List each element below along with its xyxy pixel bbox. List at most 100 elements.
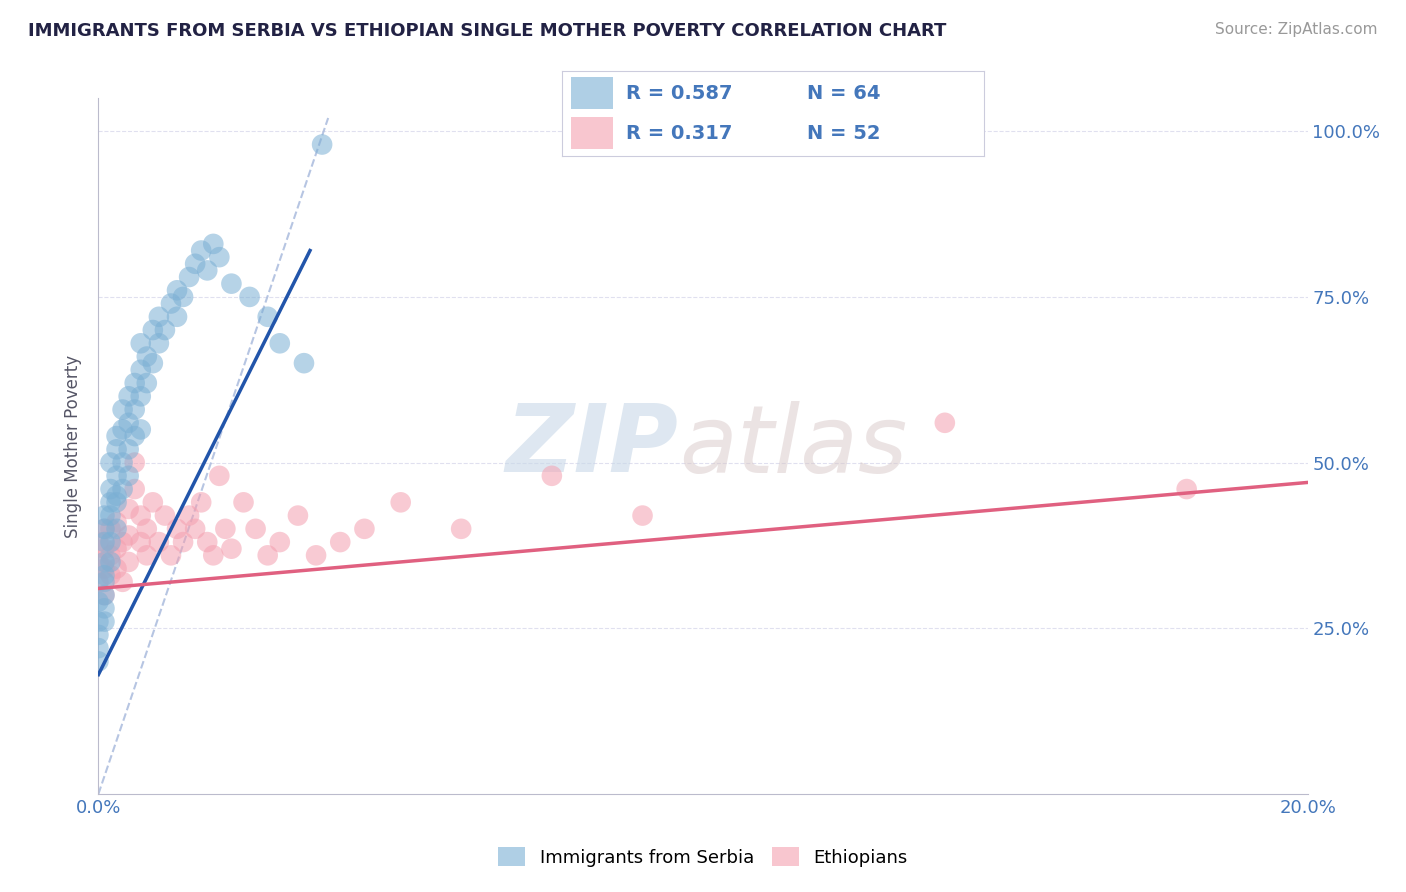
Point bbox=[148, 535, 170, 549]
Point bbox=[118, 416, 141, 430]
Point bbox=[93, 601, 115, 615]
Point bbox=[287, 508, 309, 523]
Text: N = 64: N = 64 bbox=[807, 84, 880, 103]
Point bbox=[179, 508, 201, 523]
Point bbox=[93, 561, 115, 575]
Bar bbox=[571, 78, 613, 110]
Point bbox=[389, 495, 412, 509]
Point bbox=[311, 137, 333, 152]
Point bbox=[190, 244, 212, 258]
Point bbox=[124, 456, 146, 470]
Point bbox=[118, 502, 141, 516]
Text: ZIP: ZIP bbox=[506, 400, 679, 492]
Point bbox=[135, 549, 157, 563]
Point bbox=[87, 555, 110, 569]
Point bbox=[148, 310, 170, 324]
Point bbox=[105, 489, 128, 503]
Point bbox=[292, 356, 315, 370]
Point bbox=[87, 628, 110, 642]
Text: R = 0.587: R = 0.587 bbox=[626, 84, 733, 103]
Bar bbox=[571, 117, 613, 149]
Point bbox=[93, 574, 115, 589]
Point bbox=[105, 541, 128, 556]
Point bbox=[221, 541, 243, 556]
Text: R = 0.317: R = 0.317 bbox=[626, 124, 733, 143]
Point bbox=[148, 336, 170, 351]
Point bbox=[111, 422, 134, 436]
Point bbox=[100, 456, 122, 470]
Text: atlas: atlas bbox=[679, 401, 907, 491]
Point bbox=[160, 296, 183, 310]
Point bbox=[124, 376, 146, 390]
Point bbox=[93, 541, 115, 556]
Point bbox=[269, 336, 291, 351]
Point bbox=[166, 522, 188, 536]
Point bbox=[631, 508, 654, 523]
Point bbox=[129, 336, 152, 351]
Point bbox=[202, 236, 225, 251]
Point bbox=[142, 323, 165, 337]
Point bbox=[93, 588, 115, 602]
Point bbox=[129, 363, 152, 377]
Legend: Immigrants from Serbia, Ethiopians: Immigrants from Serbia, Ethiopians bbox=[491, 840, 915, 874]
Point bbox=[239, 290, 262, 304]
Point bbox=[100, 495, 122, 509]
Point bbox=[179, 270, 201, 285]
Point bbox=[87, 574, 110, 589]
Point bbox=[111, 482, 134, 496]
Point bbox=[87, 615, 110, 629]
Point bbox=[232, 495, 254, 509]
Point bbox=[142, 356, 165, 370]
Point bbox=[87, 535, 110, 549]
Point bbox=[934, 416, 956, 430]
Point bbox=[172, 535, 194, 549]
Point bbox=[100, 522, 122, 536]
Point bbox=[135, 522, 157, 536]
Point bbox=[100, 482, 122, 496]
Point bbox=[93, 522, 115, 536]
Point bbox=[124, 402, 146, 417]
Point bbox=[269, 535, 291, 549]
Point bbox=[87, 641, 110, 656]
Point bbox=[256, 310, 278, 324]
Point bbox=[195, 263, 218, 277]
Point bbox=[214, 522, 236, 536]
Point bbox=[118, 442, 141, 457]
Point bbox=[129, 422, 152, 436]
Text: IMMIGRANTS FROM SERBIA VS ETHIOPIAN SINGLE MOTHER POVERTY CORRELATION CHART: IMMIGRANTS FROM SERBIA VS ETHIOPIAN SING… bbox=[28, 22, 946, 40]
Point bbox=[93, 555, 115, 569]
Point bbox=[105, 442, 128, 457]
Point bbox=[111, 402, 134, 417]
Point bbox=[256, 549, 278, 563]
Point bbox=[93, 508, 115, 523]
Point bbox=[118, 555, 141, 569]
Point bbox=[100, 549, 122, 563]
Point bbox=[93, 535, 115, 549]
Point bbox=[100, 555, 122, 569]
Point bbox=[172, 290, 194, 304]
Point bbox=[142, 495, 165, 509]
Point bbox=[111, 456, 134, 470]
Point bbox=[100, 568, 122, 582]
Point bbox=[208, 250, 231, 264]
Point bbox=[124, 429, 146, 443]
Point bbox=[105, 495, 128, 509]
Point bbox=[153, 323, 176, 337]
Point bbox=[305, 549, 328, 563]
Point bbox=[166, 283, 188, 297]
Point bbox=[166, 310, 188, 324]
Point bbox=[105, 468, 128, 483]
Text: Source: ZipAtlas.com: Source: ZipAtlas.com bbox=[1215, 22, 1378, 37]
Point bbox=[100, 535, 122, 549]
Point bbox=[118, 468, 141, 483]
Point bbox=[93, 615, 115, 629]
Y-axis label: Single Mother Poverty: Single Mother Poverty bbox=[65, 354, 83, 538]
Point bbox=[105, 515, 128, 529]
Point bbox=[87, 595, 110, 609]
Point bbox=[93, 568, 115, 582]
Point bbox=[160, 549, 183, 563]
Point bbox=[450, 522, 472, 536]
Point bbox=[129, 508, 152, 523]
Point bbox=[93, 522, 115, 536]
Point bbox=[100, 508, 122, 523]
